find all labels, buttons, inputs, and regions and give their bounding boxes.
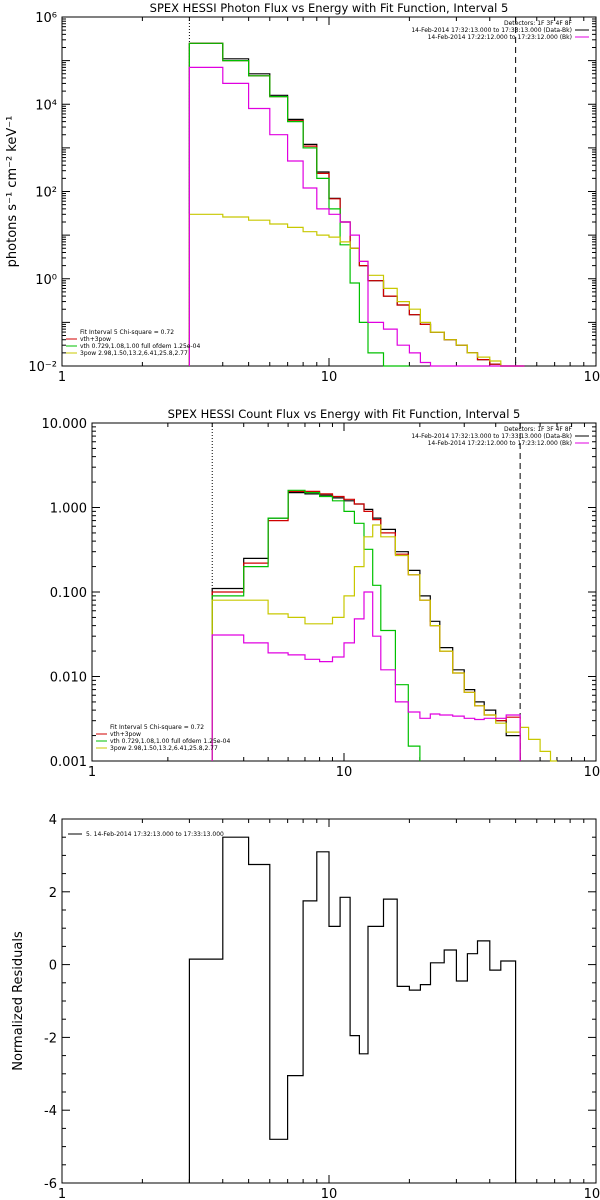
y-tick-label: 2 bbox=[49, 886, 57, 901]
legend-top-entry: 14-Feb-2014 17:22:12.000 to 17:23:12.000… bbox=[428, 440, 572, 447]
x-tick-label: 100 bbox=[584, 1187, 600, 1200]
series-vth bbox=[188, 42, 410, 367]
series-data-bk bbox=[211, 492, 521, 761]
y-tick-label: 1.000 bbox=[50, 502, 87, 517]
x-tick-label: 100 bbox=[584, 765, 600, 780]
x-tick-label: 1 bbox=[58, 1187, 66, 1200]
x-tick-label: 1 bbox=[58, 370, 66, 385]
series-residuals bbox=[188, 836, 517, 1183]
legend-top-entry: 14-Feb-2014 17:22:12.000 to 17:23:12.000… bbox=[428, 34, 572, 41]
y-tick-label: -2 bbox=[44, 1031, 57, 1046]
series-3pow bbox=[211, 524, 557, 762]
legend-bottom-entry: Fit Interval 5 Chi-square = 0.72 bbox=[110, 724, 204, 731]
y-tick-label: 4 bbox=[49, 813, 57, 828]
series-3pow bbox=[188, 213, 525, 367]
legend-bottom-entry: vth 0.729,1.08,1.00 full ofdem 1.25e-04 bbox=[110, 738, 230, 745]
series-bk bbox=[188, 66, 525, 367]
y-tick-label: 0 bbox=[49, 959, 57, 974]
y-tick-label: 10² bbox=[35, 186, 57, 201]
series-vth-3pow bbox=[188, 42, 525, 367]
x-tick-label: 10 bbox=[321, 370, 338, 385]
y-tick-label: 10⁰ bbox=[35, 273, 57, 288]
legend-bottom-entry: 3pow 2.98,1.50,13.2,6.41,25.8,2.77 bbox=[110, 745, 218, 752]
x-tick-label: 10 bbox=[336, 765, 353, 780]
y-tick-label: 10⁴ bbox=[35, 98, 57, 113]
y-tick-label: 10⁶ bbox=[35, 11, 57, 26]
residual-legend-label: 5. 14-Feb-2014 17:32:13.000 to 17:33:13.… bbox=[86, 831, 224, 838]
y-tick-label: -6 bbox=[44, 1177, 57, 1192]
x-tick-label: 10 bbox=[321, 1187, 338, 1200]
legend-bottom-entry: vth+3pow bbox=[80, 336, 111, 343]
y-tick-label: 10⁻² bbox=[28, 360, 57, 375]
legend-bottom-entry: vth+3pow bbox=[110, 731, 141, 738]
y-tick-label: 0.001 bbox=[50, 755, 87, 770]
x-tick-label: 100 bbox=[584, 370, 600, 385]
series-vth bbox=[211, 489, 421, 761]
chart-panel-1: SPEX HESSI Photon Flux vs Energy with Fi… bbox=[5, 1, 600, 385]
series-bk bbox=[211, 591, 521, 761]
legend-top-entry: Detectors: 1F 3F 4F 8F bbox=[504, 426, 573, 433]
chart-title: SPEX HESSI Count Flux vs Energy with Fit… bbox=[168, 407, 521, 421]
legend-bottom-entry: 3pow 2.98,1.50,13.2,6.41,25.8,2.77 bbox=[80, 350, 188, 357]
y-axis-label: photons s⁻¹ cm⁻² keV⁻¹ bbox=[5, 116, 20, 268]
legend-bottom-entry: Fit Interval 5 Chi-square = 0.72 bbox=[80, 329, 174, 336]
y-tick-label: -4 bbox=[44, 1104, 57, 1119]
series-vth-3pow bbox=[211, 490, 521, 761]
legend-top-entry: 14-Feb-2014 17:32:13.000 to 17:33:13.000… bbox=[411, 433, 572, 440]
legend-bottom-entry: vth 0.729,1.08,1.00 full ofdem 1.25e-04 bbox=[80, 343, 200, 350]
series-data-bk bbox=[188, 42, 525, 367]
x-tick-label: 1 bbox=[88, 765, 96, 780]
y-tick-label: 0.010 bbox=[50, 671, 87, 686]
chart-panel-2: SPEX HESSI Count Flux vs Energy with Fit… bbox=[42, 407, 600, 780]
chart-panel-3: Normalized Residuals 1 10 100 -6 -4 -2 0 2 4 5. 14… bbox=[11, 813, 600, 1200]
y-tick-label: 10.000 bbox=[42, 417, 88, 432]
y-axis-label: Normalized Residuals bbox=[11, 931, 26, 1071]
legend-top-entry: Detectors: 1F 3F 4F 8F bbox=[504, 20, 573, 27]
chart-title: SPEX HESSI Photon Flux vs Energy with Fi… bbox=[150, 1, 509, 15]
y-tick-label: 0.100 bbox=[50, 586, 87, 601]
legend-top-entry: 14-Feb-2014 17:32:13.000 to 17:33:13.000… bbox=[411, 27, 572, 34]
